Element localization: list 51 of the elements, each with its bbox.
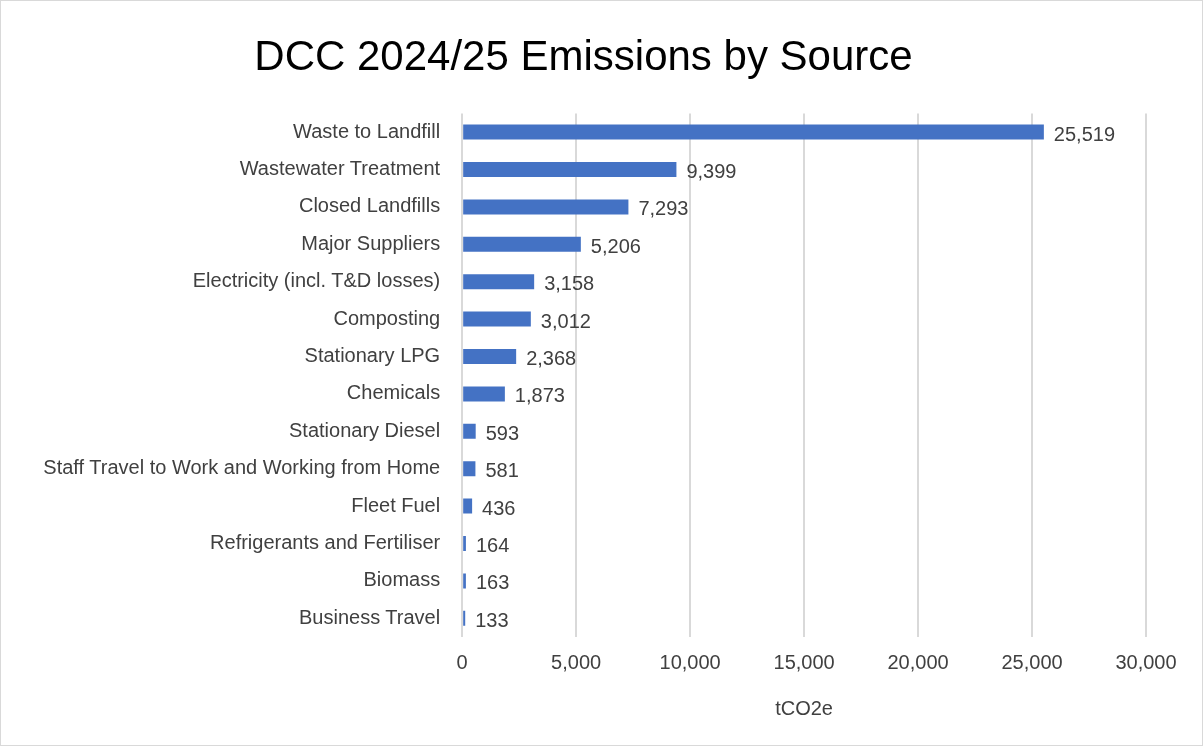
y-tick-label: Electricity (incl. T&D losses) [192,269,441,292]
y-tick-label: Chemicals [346,381,441,404]
x-tick-label: 10,000 [659,650,721,673]
bar [463,536,466,551]
y-tick-label: Closed Landfills [298,194,441,217]
x-tick-label: 5,000 [551,650,602,673]
bar [463,573,466,589]
data-label: 436 [482,496,516,519]
data-label: 163 [475,571,510,594]
x-tick-label: 0 [456,650,468,673]
y-tick-label: Stationary LPG [304,344,441,367]
y-tick-label: Staff Travel to Work and Working from Home [43,456,441,479]
y-tick-label: Wastewater Treatment [239,157,441,180]
bar [463,311,531,327]
y-tick-label: Major Suppliers [301,231,441,254]
bar [463,199,629,215]
data-label: 164 [475,534,510,557]
bar [463,349,517,364]
bar [463,498,473,514]
x-tick-label: 20,000 [887,650,949,673]
x-tick-label: 30,000 [1115,650,1177,673]
y-tick-label: Refrigerants and Fertiliser [210,531,441,554]
chart-title: DCC 2024/25 Emissions by Source [254,31,913,79]
data-label: 5,206 [590,234,641,257]
x-tick-label: 15,000 [773,650,835,673]
y-tick-label: Business Travel [299,605,441,628]
y-tick-label: Waste to Landfill [293,119,441,142]
bar [463,423,476,439]
bar [463,386,505,402]
x-tick-label: 25,000 [1001,650,1063,673]
data-label: 593 [485,421,520,444]
data-label: 581 [485,459,519,482]
data-label: 3,012 [540,309,591,332]
data-label: 133 [475,608,509,631]
bar [463,162,677,177]
bar [463,610,466,626]
bar [463,461,476,477]
x-axis-title: tCO2e [775,696,833,719]
y-tick-label: Biomass [363,568,441,591]
data-label: 25,519 [1053,122,1116,145]
y-tick-label: Fleet Fuel [351,493,441,516]
bar [463,274,535,290]
data-label: 7,293 [638,197,689,220]
bar [463,124,1044,140]
data-label: 2,368 [526,347,577,370]
bar [463,236,581,252]
y-tick-label: Stationary Diesel [288,418,441,441]
data-label: 3,158 [544,272,595,295]
y-tick-label: Composting [333,306,441,329]
data-label: 9,399 [686,160,737,183]
data-label: 1,873 [514,384,565,407]
